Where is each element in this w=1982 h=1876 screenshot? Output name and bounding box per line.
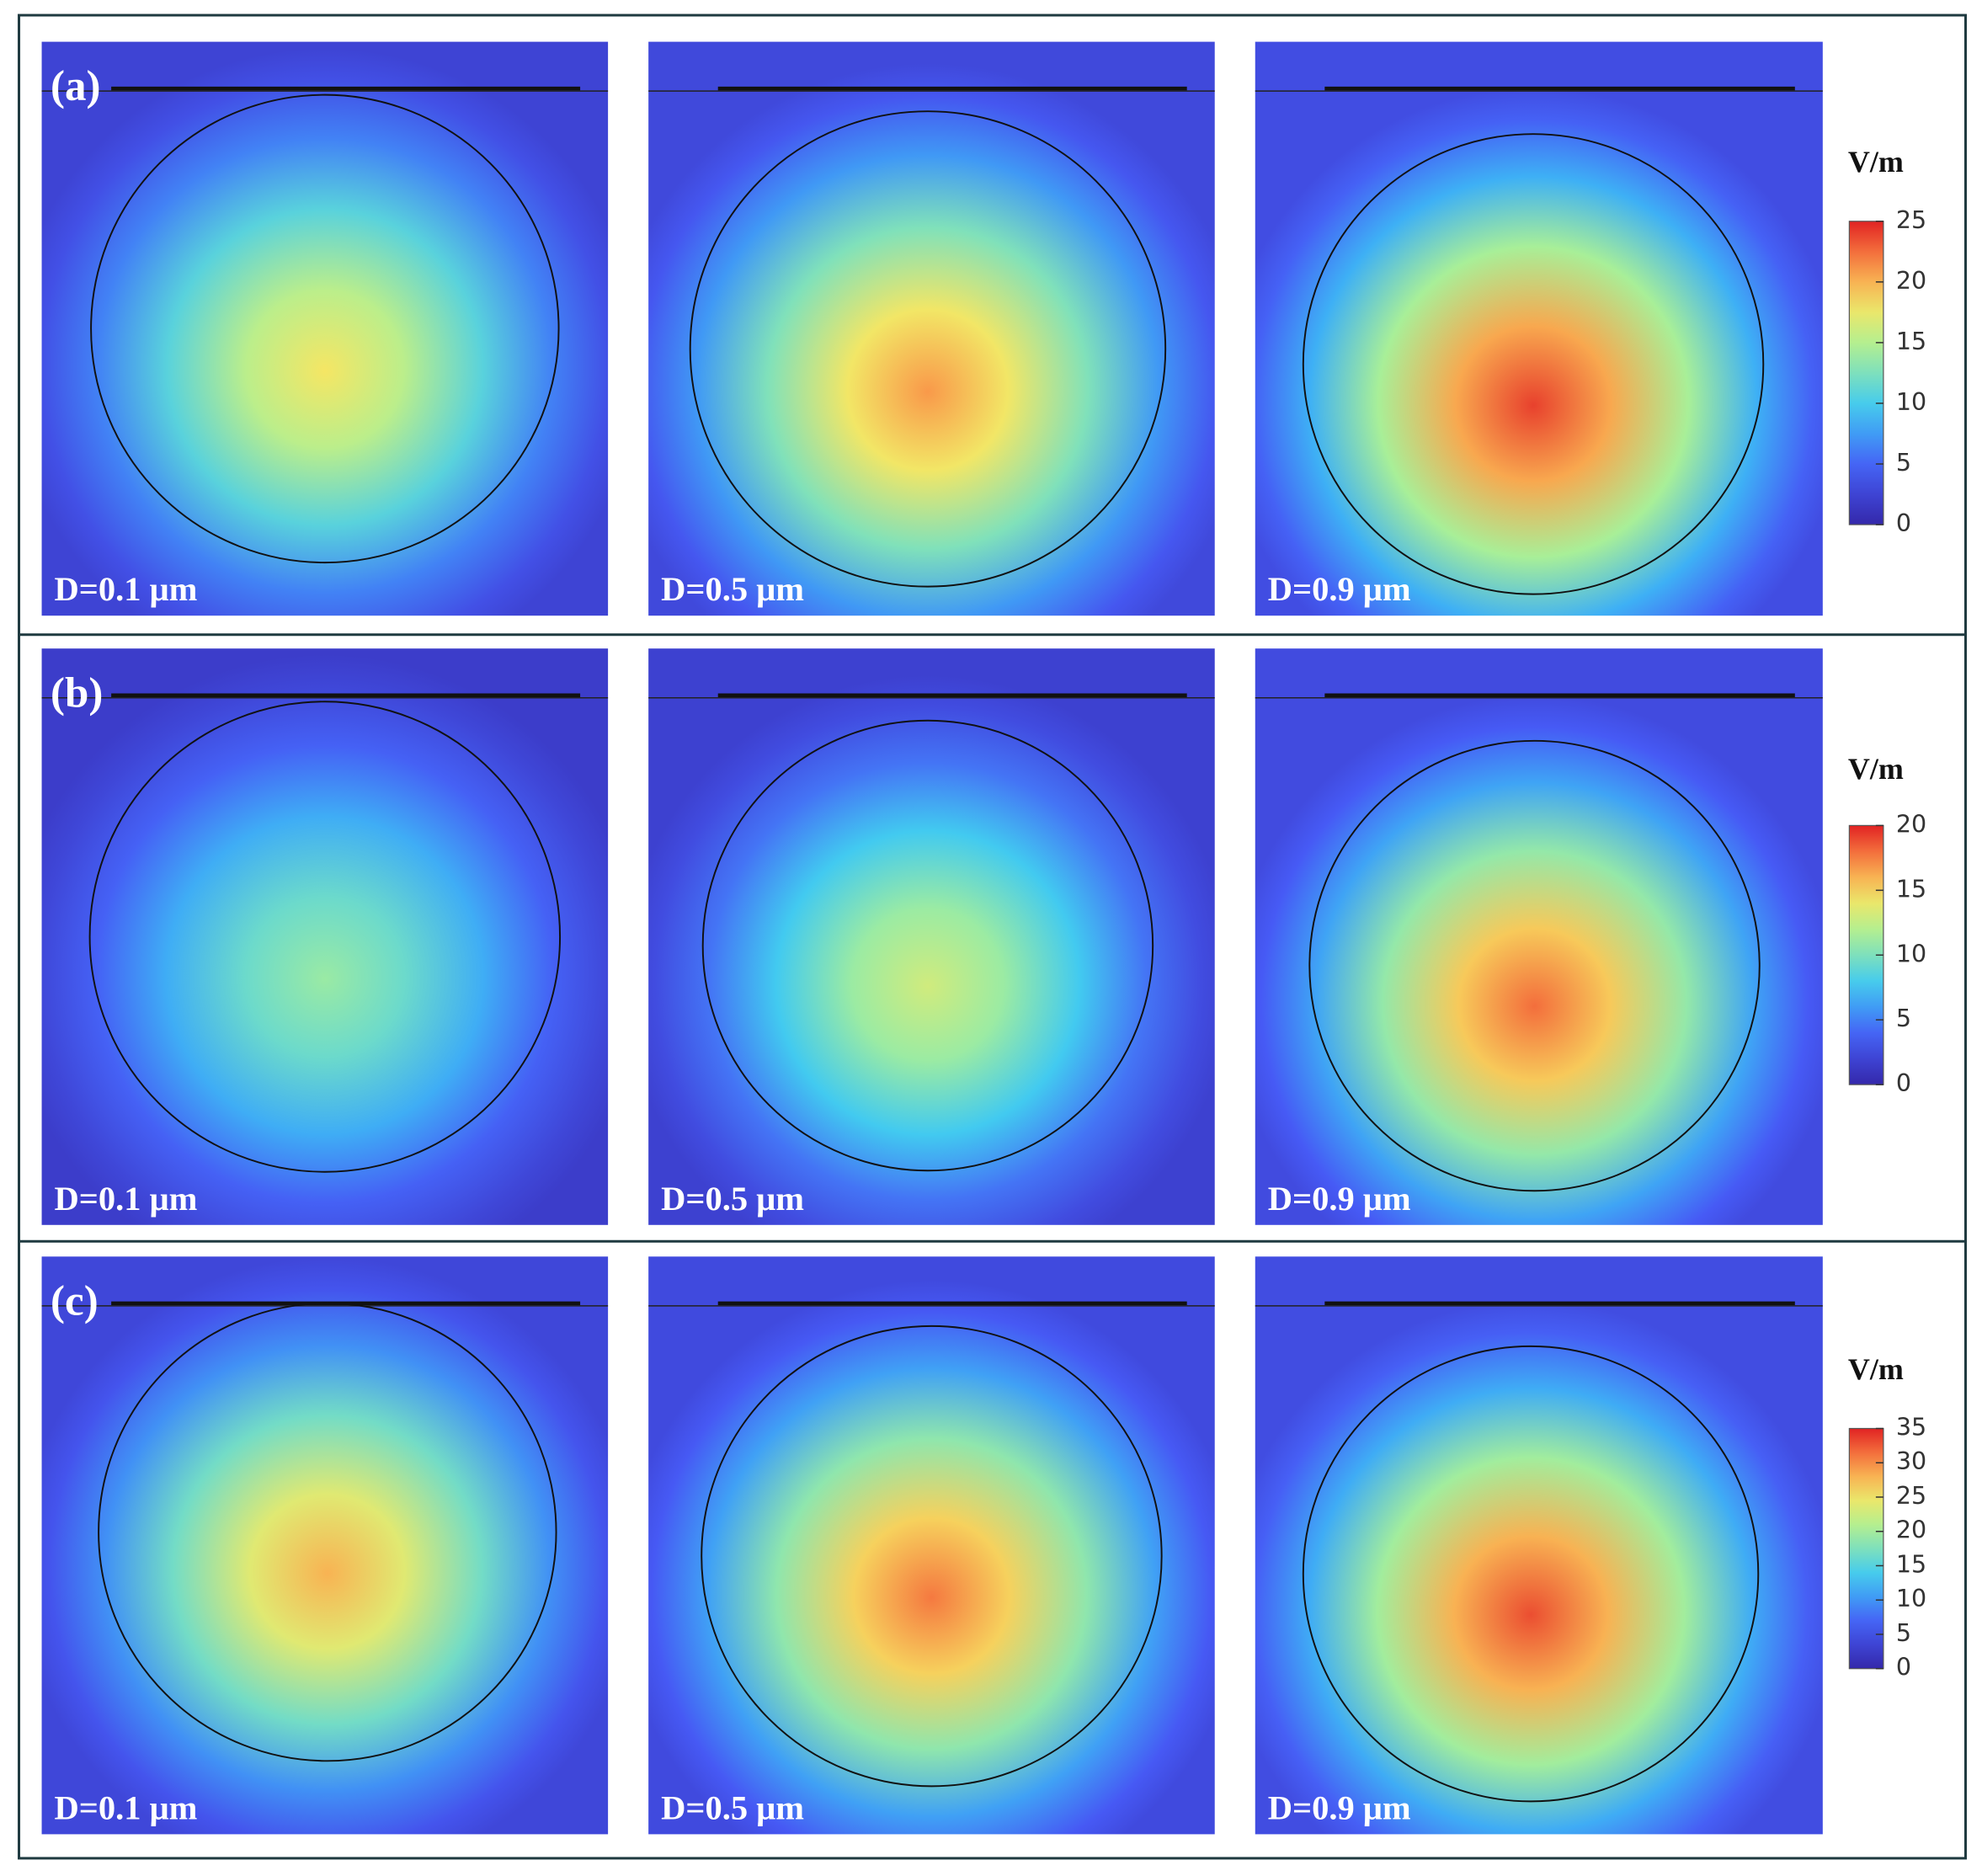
panel-label: D=0.9 μm — [1268, 570, 1411, 608]
colorbar-tick-label: 5 — [1896, 1005, 1911, 1032]
field-map — [41, 648, 609, 1225]
panel-label: D=0.9 μm — [1268, 1788, 1411, 1826]
colorbar — [1848, 824, 1884, 1085]
panel-label: D=0.1 μm — [55, 1180, 198, 1218]
particle-outline — [1308, 739, 1761, 1192]
colorbar-tick-label: 20 — [1896, 267, 1926, 295]
field-map — [41, 1256, 609, 1835]
particle-outline — [98, 1302, 557, 1762]
panel-label: D=0.1 μm — [55, 1788, 198, 1826]
field-map — [648, 1256, 1215, 1835]
outer-frame — [18, 13, 1967, 1860]
colorbar-tick-label: 0 — [1896, 509, 1911, 537]
colorbar-tick-label: 35 — [1896, 1413, 1926, 1441]
panel-label: D=0.1 μm — [55, 570, 198, 608]
colorbar-tick-label: 25 — [1896, 1482, 1926, 1510]
colorbar-tick-label: 15 — [1896, 328, 1926, 355]
particle-outline — [701, 719, 1154, 1172]
colorbar-unit: V/m — [1848, 145, 1904, 179]
colorbar-tick-label: 10 — [1896, 940, 1926, 967]
row-label: (c) — [51, 1277, 99, 1324]
colorbar-tick-label: 0 — [1896, 1069, 1911, 1097]
field-map — [1255, 1256, 1823, 1835]
colorbar-tick-label: 5 — [1896, 1619, 1911, 1647]
colorbar — [1848, 1427, 1884, 1670]
colorbar-tick-label: 15 — [1896, 1550, 1926, 1578]
colorbar-tick-label: 30 — [1896, 1447, 1926, 1475]
field-map — [648, 648, 1215, 1225]
colorbar-unit: V/m — [1848, 1352, 1904, 1386]
particle-outline — [88, 701, 562, 1173]
colorbar-tick-label: 15 — [1896, 875, 1926, 903]
colorbar-tick-label: 20 — [1896, 810, 1926, 838]
row-label: (b) — [51, 669, 103, 717]
particle-outline — [689, 110, 1167, 588]
field-map — [41, 41, 609, 616]
field-map — [648, 41, 1215, 616]
colorbar-tick-label: 20 — [1896, 1516, 1926, 1544]
particle-outline — [701, 1324, 1163, 1788]
field-map — [1255, 41, 1823, 616]
colorbar-tick-label: 5 — [1896, 449, 1911, 477]
colorbar-tick-label: 10 — [1896, 1585, 1926, 1612]
row-label: (a) — [51, 63, 101, 110]
particle-outline — [1302, 1345, 1760, 1803]
colorbar-unit: V/m — [1848, 752, 1904, 786]
field-map — [1255, 648, 1823, 1225]
particle-outline — [90, 93, 560, 564]
panel-label: D=0.5 μm — [661, 1788, 804, 1826]
colorbar — [1848, 221, 1884, 525]
particle-outline — [1302, 133, 1765, 595]
panel-label: D=0.5 μm — [661, 570, 804, 608]
colorbar-tick-label: 0 — [1896, 1654, 1911, 1681]
colorbar-tick-label: 25 — [1896, 206, 1926, 234]
panel-label: D=0.5 μm — [661, 1180, 804, 1218]
colorbar-tick-label: 10 — [1896, 388, 1926, 416]
panel-label: D=0.9 μm — [1268, 1180, 1411, 1218]
